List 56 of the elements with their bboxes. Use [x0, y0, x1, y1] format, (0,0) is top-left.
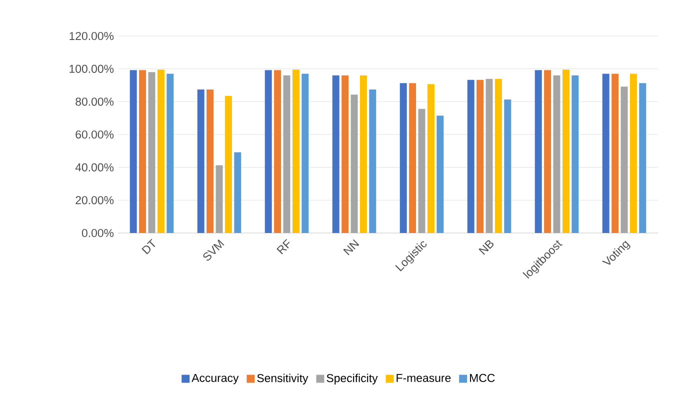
bar: [148, 72, 156, 233]
bar: [274, 70, 282, 233]
bar: [562, 70, 570, 233]
y-tick-label: 100.00%: [70, 64, 114, 73]
x-tick-label: NB: [478, 240, 494, 255]
bar: [166, 74, 174, 233]
bar: [494, 78, 502, 233]
bar: [332, 75, 340, 233]
bar: [467, 80, 474, 233]
bar: [476, 80, 484, 233]
bar: [612, 74, 619, 233]
x-tick-label: NN: [343, 239, 360, 256]
bar: [157, 70, 164, 233]
legend-label: F-measure: [396, 374, 451, 382]
bar: [630, 74, 637, 233]
bar: [486, 78, 493, 233]
legend-label: Accuracy: [192, 374, 239, 384]
bar: [342, 75, 349, 233]
bar: [206, 90, 214, 233]
bar: [639, 83, 646, 233]
bar: [620, 86, 628, 233]
bar: [130, 70, 137, 233]
bar: [216, 165, 223, 233]
bar: [283, 75, 290, 233]
bar: [302, 74, 309, 233]
bar: [139, 70, 146, 233]
bar: [418, 108, 426, 233]
y-tick-label: 40.00%: [75, 163, 114, 172]
x-tick-label: DT: [142, 238, 156, 254]
bar: [572, 75, 579, 233]
bar: [234, 152, 242, 233]
bar: [544, 70, 552, 233]
bar: [264, 70, 272, 233]
legend-label: MCC: [470, 374, 495, 382]
y-tick-label: 60.00%: [76, 130, 114, 139]
bar: [534, 70, 542, 233]
y-tick-label: 80.00%: [76, 98, 114, 106]
y-tick-label: 20.00%: [76, 196, 114, 204]
bar: [409, 83, 416, 233]
bar: [602, 74, 610, 233]
bar: [224, 96, 232, 233]
y-tick-label: 120.00%: [70, 32, 114, 40]
bar: [504, 100, 512, 233]
bar: [553, 75, 560, 233]
bar: [436, 116, 444, 233]
bar: [400, 83, 407, 233]
x-tick-label: RF: [276, 239, 290, 254]
bar: [360, 75, 367, 233]
legend-label: Sensitivity: [257, 374, 308, 384]
bar: [369, 90, 376, 233]
bar: [292, 70, 300, 233]
y-tick-label: 0.00%: [82, 228, 114, 238]
bar: [427, 84, 434, 233]
legend-label: Specificity: [326, 374, 378, 384]
bar: [350, 94, 358, 233]
bar: [197, 90, 204, 233]
